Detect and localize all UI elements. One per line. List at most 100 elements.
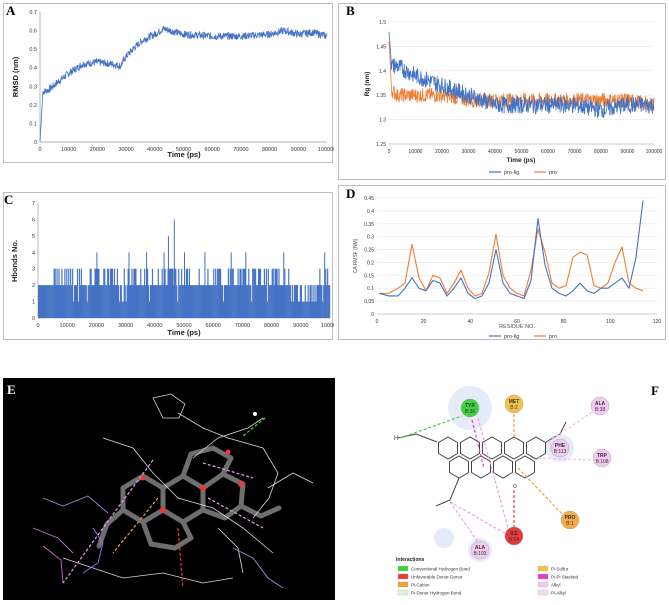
hbond-bar	[65, 285, 67, 318]
hbond-bar	[247, 285, 249, 318]
hbond-bar	[257, 268, 260, 318]
hbond-bar	[93, 285, 95, 318]
hbond-bar	[166, 285, 168, 318]
x-tick-label: 90000	[293, 323, 308, 329]
x-axis-title: Time (ps)	[167, 328, 201, 337]
hbond-bar	[257, 285, 259, 318]
hbond-bar	[240, 268, 242, 318]
hbond-bar	[216, 285, 218, 318]
hbond-spike-bar	[184, 252, 185, 318]
x-tick-label: 0	[388, 149, 391, 155]
ligand-ring	[504, 436, 524, 460]
hbond-bar	[196, 285, 198, 318]
hbond-bar	[266, 301, 268, 318]
y-tick-label: 1.4	[379, 69, 386, 75]
hbond-bar	[260, 285, 263, 318]
hbond-bar	[191, 285, 193, 318]
hbond-bar	[190, 285, 192, 318]
hbond-bar	[254, 268, 256, 318]
y-tick-label: 6	[32, 217, 35, 223]
hbond-bar	[311, 301, 313, 318]
x-tick-label: 120	[653, 319, 662, 325]
hbond-bar	[111, 268, 113, 318]
hbond-bar	[95, 268, 97, 318]
hbond-bar	[89, 268, 91, 318]
hbond-bar	[141, 285, 143, 318]
hbond-bar	[180, 285, 182, 318]
residue-circle	[470, 540, 490, 560]
x-axis-title: RESIDUE NO.	[499, 324, 535, 330]
hbond-bar	[253, 268, 255, 318]
hbond-spike-bar	[230, 252, 232, 318]
hbond-bar	[302, 301, 304, 318]
hbond-bar	[54, 268, 56, 318]
protein-sidechains	[32, 472, 314, 589]
hbond-bar	[71, 285, 73, 318]
x-tick-label: 10000	[409, 149, 423, 155]
hbond-bar	[73, 301, 75, 318]
x-tick-label: 20000	[435, 149, 449, 155]
y-tick-label: 0.05	[364, 299, 374, 305]
hbond-bar	[106, 285, 108, 318]
hbond-bar	[307, 285, 309, 318]
alkyl-line	[537, 457, 595, 461]
hbond-line	[399, 415, 463, 439]
hbond-bar	[276, 268, 278, 318]
hbond-bar	[291, 301, 293, 318]
x-tick-label: 90000	[621, 149, 635, 155]
hbond-bar	[194, 285, 196, 318]
hbond-bar	[317, 285, 319, 318]
hbond-bar	[269, 285, 271, 318]
x-tick-label: 60000	[206, 323, 221, 329]
legend-label-pro-lig: pro-lig	[504, 334, 519, 340]
hbond-bar	[97, 268, 99, 318]
hbond-spike-bar	[283, 252, 285, 318]
hbond-bar	[149, 285, 152, 318]
pi-alkyl-line	[449, 501, 479, 543]
hbond-bar	[177, 301, 179, 318]
x-tick-label: 10000	[60, 323, 75, 329]
oxygen-label: O	[513, 484, 517, 490]
hbond-bar	[181, 268, 183, 318]
y-tick-label: 0.45	[364, 196, 374, 202]
legend-swatch	[537, 565, 549, 572]
hbond-bar	[294, 285, 297, 318]
hbond-bar	[92, 285, 94, 318]
hbond-bar	[214, 285, 216, 318]
residue-circle	[504, 394, 524, 414]
hbond-bar	[90, 268, 92, 318]
hbond-bar	[130, 285, 132, 318]
hbond-bar	[301, 301, 303, 318]
x-tick-label: 100000	[318, 147, 334, 153]
hbond-bar	[314, 285, 316, 318]
x-tick-label: 40000	[147, 323, 162, 329]
hbond-bar	[205, 285, 207, 318]
hbond-bar	[144, 268, 146, 318]
residue-number: B:36	[465, 409, 476, 415]
hbond-bar	[53, 268, 55, 318]
residue-circle	[592, 448, 612, 468]
ligand-ring	[449, 455, 469, 479]
hbond-bar	[225, 285, 228, 318]
hbond-bar	[66, 268, 68, 318]
y-tick-label: 1.5	[379, 20, 386, 26]
legend-label: Pi-Alkyl	[551, 591, 566, 596]
hbond-bar	[165, 285, 167, 318]
panel-d: 0 0.05 0.1 0.15 0.2 0.25 0.3 0.35 0.4 0.45 0 20 40 60…	[338, 185, 666, 340]
hbond-bar	[222, 301, 225, 318]
hbond-bar	[184, 285, 187, 318]
hbond-bar	[198, 268, 200, 318]
hbonds-bars	[38, 219, 331, 318]
hbond-bar	[241, 285, 243, 318]
hbond-bar	[226, 285, 228, 318]
hbond-bar	[179, 285, 181, 318]
y-tick-label: 0.35	[364, 222, 374, 228]
hbond-bar	[161, 268, 163, 318]
x-tick-label: 90000	[291, 147, 306, 153]
hbond-bar	[288, 268, 290, 318]
hbond-spike-bar	[146, 252, 148, 318]
hbond-bar	[174, 268, 176, 318]
ligand-ring	[482, 436, 502, 460]
hbond-bar	[277, 285, 279, 318]
hbond-bar	[105, 285, 107, 318]
